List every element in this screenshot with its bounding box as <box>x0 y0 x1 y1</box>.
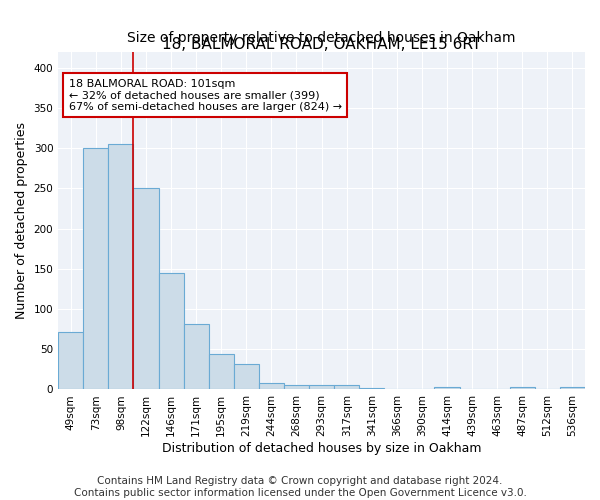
Bar <box>109 144 133 390</box>
Title: 18, BALMORAL ROAD, OAKHAM, LE15 6RT: 18, BALMORAL ROAD, OAKHAM, LE15 6RT <box>162 36 481 52</box>
Bar <box>184 324 209 390</box>
Bar <box>234 364 259 390</box>
Bar <box>58 332 83 390</box>
Text: Size of property relative to detached houses in Oakham: Size of property relative to detached ho… <box>127 31 516 45</box>
Text: 18 BALMORAL ROAD: 101sqm
← 32% of detached houses are smaller (399)
67% of semi-: 18 BALMORAL ROAD: 101sqm ← 32% of detach… <box>69 78 342 112</box>
Bar <box>334 386 359 390</box>
Bar <box>434 387 460 390</box>
Bar <box>83 148 109 390</box>
Bar <box>158 273 184 390</box>
Y-axis label: Number of detached properties: Number of detached properties <box>15 122 28 319</box>
Bar <box>560 387 585 390</box>
Bar <box>284 386 309 390</box>
Bar <box>259 383 284 390</box>
X-axis label: Distribution of detached houses by size in Oakham: Distribution of detached houses by size … <box>162 442 481 455</box>
Bar <box>133 188 158 390</box>
Bar <box>309 386 334 390</box>
Bar <box>209 354 234 390</box>
Bar <box>510 387 535 390</box>
Bar <box>359 388 385 390</box>
Text: Contains HM Land Registry data © Crown copyright and database right 2024.
Contai: Contains HM Land Registry data © Crown c… <box>74 476 526 498</box>
